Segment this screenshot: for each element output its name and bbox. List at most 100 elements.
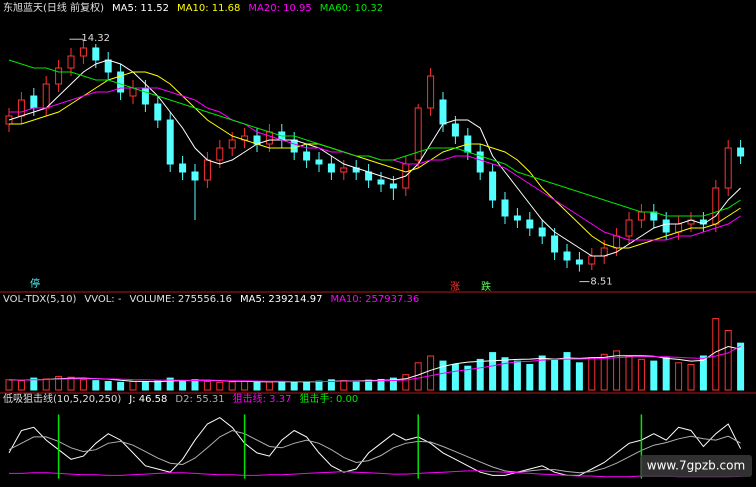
candle-body [30, 95, 38, 109]
volume-bar [278, 381, 286, 391]
volume-bar [241, 380, 249, 391]
signal-label: 涨 [450, 281, 460, 293]
volume-bar [699, 355, 707, 391]
candle-body [315, 159, 323, 165]
candle-body [427, 75, 435, 109]
low-annotation: 8.51 [590, 277, 612, 288]
volume-bar [513, 360, 521, 391]
volume-bar [402, 374, 410, 391]
candle-body [265, 131, 273, 145]
legend-label: VOLUME: 275556.16 [129, 294, 232, 305]
volume-bar [179, 380, 187, 391]
volume-bar [340, 380, 348, 391]
volume-ma-line [8, 345, 741, 383]
volume-bar [551, 358, 559, 391]
volume-bar [352, 381, 360, 391]
legend-label: D2: 55.31 [175, 394, 224, 405]
volume-bar [637, 358, 645, 391]
watermark: www.7gpzb.com [647, 459, 745, 473]
candle-body [117, 71, 125, 93]
volume-bar [662, 357, 670, 391]
candle-body [179, 163, 187, 173]
volume-bar [625, 355, 633, 391]
indicator-line [8, 417, 742, 476]
candle-body [625, 219, 633, 237]
candle-body [389, 183, 397, 189]
volume-bar [451, 364, 459, 391]
volume-bar [5, 379, 13, 391]
candle-body [613, 235, 621, 249]
volume-bar [439, 360, 447, 391]
volume-bar [104, 381, 112, 391]
volume-bar [327, 379, 335, 391]
candle-body [55, 67, 63, 85]
legend-label: MA10: 11.68 [177, 3, 240, 14]
legend-label: MA10: 257937.36 [330, 294, 419, 305]
candle-body [662, 219, 670, 233]
ma-line [8, 59, 741, 257]
candle-body [104, 59, 112, 73]
volume-bar [613, 350, 621, 391]
volume-bar [30, 377, 38, 391]
volume-bar [389, 377, 397, 391]
volume-bar [687, 364, 695, 391]
indicator-line [9, 470, 741, 478]
volume-bar [117, 381, 125, 391]
candle-body [191, 171, 199, 181]
volume-bar [265, 381, 273, 391]
volume-bar [55, 375, 63, 391]
legend-label: 狙击手: 0.00 [299, 392, 358, 405]
indicator-line [8, 429, 741, 474]
volume-bar [154, 380, 162, 391]
volume-bar [216, 381, 224, 391]
volume-bar [489, 352, 497, 391]
candle-body [166, 119, 174, 165]
volume-bar [737, 342, 745, 391]
candle-body [17, 99, 25, 117]
signal-label: 跌 [481, 280, 491, 293]
ma-line [8, 59, 741, 217]
volume-bar [290, 381, 298, 391]
volume-bar [315, 380, 323, 391]
volume-bar [377, 378, 385, 391]
candle-body [303, 151, 311, 161]
legend-label: MA5: 11.52 [112, 3, 169, 14]
legend-label: MA60: 10.32 [320, 3, 383, 14]
volume-bar [675, 362, 683, 391]
volume-bar [228, 381, 236, 391]
volume-bar [141, 381, 149, 391]
volume-bar [427, 355, 435, 391]
volume-bar [253, 381, 261, 391]
volume-bar [166, 377, 174, 391]
candle-body [501, 199, 509, 217]
watermark-box [640, 455, 752, 477]
volume-ma-line [8, 345, 741, 382]
candle-body [414, 107, 422, 161]
legend-label: 低吸狙击线(10,5,20,250) [3, 392, 121, 405]
candle-body [526, 219, 534, 229]
legend-label: J: 46.58 [128, 394, 167, 405]
candle-body [79, 47, 87, 57]
volume-bar [538, 355, 546, 391]
volume-bar [191, 379, 199, 391]
volume-bar [501, 357, 509, 391]
volume-bar [588, 357, 596, 391]
candle-body [737, 147, 745, 157]
candle-body [42, 83, 50, 109]
volume-bar [600, 353, 608, 391]
volume-bar [129, 381, 137, 391]
candle-body [67, 55, 75, 69]
candle-body [203, 159, 211, 181]
high-annotation: 14.32 [81, 33, 110, 44]
candle-body [476, 151, 484, 173]
candle-body [216, 147, 224, 161]
volume-bar [563, 352, 571, 391]
candle-body [563, 251, 571, 261]
volume-bar [575, 362, 583, 391]
volume-bar [414, 362, 422, 391]
candle-body [228, 139, 236, 149]
candle-body [724, 147, 732, 189]
volume-bar [67, 376, 75, 391]
volume-bar [526, 364, 534, 391]
volume-bar [203, 381, 211, 391]
